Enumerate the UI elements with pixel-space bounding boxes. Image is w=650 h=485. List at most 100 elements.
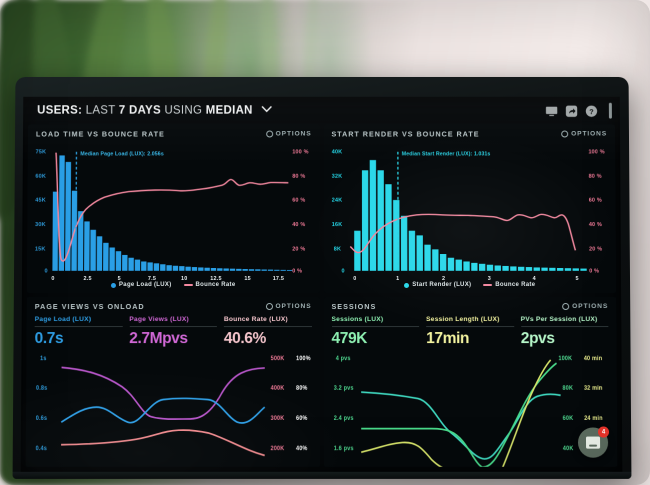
metric-label: Bounce Rate (LUX) — [223, 316, 312, 328]
metric-label: Sessions (LUX) — [331, 316, 420, 328]
ytick-16k: 16K — [331, 222, 342, 228]
ytick-8k: 8K — [333, 246, 340, 252]
metric-page-views[interactable]: Page Views (LUX) 2.7Mpvs — [129, 316, 217, 347]
metric-bounce-rate[interactable]: Bounce Rate (LUX) 40.6% — [224, 316, 312, 347]
legend-item-bounce-rate[interactable]: Bounce Rate — [483, 282, 535, 288]
legend-item-page-load[interactable]: Page Load (LUX) — [110, 282, 171, 288]
ytick-0: 0 — [45, 269, 48, 275]
line-series-bounce-rate — [349, 213, 576, 254]
y2tick-20: 20 % — [589, 246, 602, 252]
ytick-75k: 75K — [36, 150, 47, 156]
metric-value: 479K — [331, 330, 368, 348]
ytick-15k: 15K — [35, 246, 46, 252]
xtick-0: 0 — [353, 276, 356, 282]
chart-legend: Page Load (LUX) Bounce Rate — [27, 282, 320, 293]
metric-label: Page Load (LUX) — [34, 316, 123, 328]
chevron-down-icon[interactable] — [261, 104, 272, 116]
panel-load-time-vs-bounce-rate: LOAD TIME VS BOUNCE RATE OPTIONS 75K 60K… — [26, 124, 320, 294]
line-series-page-views — [61, 367, 265, 419]
legend-line-icon — [183, 284, 193, 286]
metric-sessions[interactable]: Sessions (LUX) 479K — [331, 316, 420, 348]
options-button[interactable]: OPTIONS — [265, 303, 312, 311]
ytick-1s: 1s — [40, 355, 46, 361]
chart-page-views-vs-onload[interactable]: 1s 0.8s 0.6s 0.4s 500K 400K 300K 200K 10… — [26, 347, 320, 467]
y2tick-300k: 300K — [271, 415, 285, 421]
legend-item-start-render[interactable]: Start Render (LUX) — [404, 282, 471, 288]
metric-value: 0.7s — [34, 330, 64, 348]
y3tick-60: 60% — [296, 415, 308, 421]
ytick-60k: 60K — [35, 174, 46, 180]
panel-sessions: SESSIONS OPTIONS Sessions (LUX) 479K Ses… — [323, 297, 618, 467]
options-label: OPTIONS — [275, 130, 312, 138]
xtick-0: 0 — [51, 276, 54, 282]
panel-header: LOAD TIME VS BOUNCE RATE OPTIONS — [28, 125, 320, 143]
scrollbar-thumb[interactable] — [608, 102, 612, 119]
xtick-5: 5 — [118, 276, 121, 282]
y3tick-80: 80% — [296, 385, 308, 391]
ytick-2-4pvs: 2.4 pvs — [333, 415, 353, 421]
ytick-24k: 24K — [331, 198, 342, 204]
ytick-3-2pvs: 3.2 pvs — [333, 385, 353, 391]
metric-strip: Sessions (LUX) 479K Session Length (LUX)… — [324, 315, 617, 347]
panel-header: SESSIONS OPTIONS — [324, 297, 617, 315]
chart-load-time[interactable]: 75K 60K 45K 30K 15K 0 100 % 80 % 60 % 40… — [27, 142, 320, 282]
line-series-pvs-per-session — [361, 363, 557, 467]
metric-value: 17min — [426, 330, 470, 348]
app-header: USERS: LAST 7 DAYS USING MEDIAN ? — [23, 97, 620, 125]
y3tick-24min: 24 min — [584, 415, 603, 421]
options-button[interactable]: OPTIONS — [561, 130, 607, 138]
metric-page-load[interactable]: Page Load (LUX) 0.7s — [35, 316, 123, 347]
metric-strip: Page Load (LUX) 0.7s Page Views (LUX) 2.… — [27, 315, 320, 347]
ytick-0-8s: 0.8s — [36, 385, 47, 391]
panel-title: START RENDER VS BOUNCE RATE — [331, 129, 480, 139]
chart-legend: Start Render (LUX) Bounce Rate — [324, 282, 617, 293]
chart-sessions[interactable]: 4 pvs 3.2 pvs 2.4 pvs 1.6 pvs 100K 80K 6… — [324, 347, 618, 467]
ytick-1-6pvs: 1.6 pvs — [333, 445, 353, 451]
chat-bubble-icon — [585, 436, 601, 449]
y2tick-100k: 100K — [558, 355, 573, 361]
help-icon[interactable]: ? — [585, 104, 598, 117]
title-using: USING — [164, 104, 203, 117]
legend-label: Start Render (LUX) — [412, 281, 472, 289]
bar-series-page-load — [52, 155, 293, 271]
median-annotation: Median Start Render (LUX): 1.031s — [401, 152, 490, 158]
monitor-icon[interactable] — [545, 104, 558, 117]
xtick-10: 10 — [181, 276, 187, 282]
panel-title: LOAD TIME VS BOUNCE RATE — [35, 129, 165, 139]
legend-line-icon — [483, 284, 493, 286]
ytick-32k: 32K — [331, 174, 342, 180]
options-button[interactable]: OPTIONS — [562, 303, 609, 311]
metric-label: Session Length (LUX) — [426, 316, 514, 328]
laptop-frame: USERS: LAST 7 DAYS USING MEDIAN ? — [12, 76, 632, 479]
gear-icon — [562, 303, 570, 311]
legend-item-bounce-rate[interactable]: Bounce Rate — [183, 282, 235, 288]
metric-pvs-per-session[interactable]: PVs Per Session (LUX) 2pvs — [520, 316, 609, 347]
xtick-2: 2 — [441, 276, 444, 282]
panel-header: PAGE VIEWS VS ONLOAD OPTIONS — [27, 297, 320, 315]
header-icon-group: ? — [545, 102, 612, 119]
y2tick-60: 60 % — [588, 198, 601, 204]
options-label: OPTIONS — [572, 303, 609, 311]
options-label: OPTIONS — [275, 303, 312, 311]
metric-value: 2.7Mpvs — [129, 330, 188, 348]
y2tick-80: 80 % — [588, 174, 601, 180]
chat-unread-badge: 4 — [597, 426, 610, 438]
panel-title: SESSIONS — [331, 302, 377, 312]
metric-session-length[interactable]: Session Length (LUX) 17min — [426, 316, 514, 347]
chart-start-render[interactable]: 40K 32K 24K 16K 8K 0 100 % 80 % 60 % 40 … — [323, 142, 616, 282]
y2tick-40k: 40K — [562, 445, 573, 451]
y2tick-60: 60 % — [292, 198, 305, 204]
xtick-4: 4 — [532, 276, 535, 282]
y2tick-100: 100 % — [292, 150, 308, 156]
chat-widget-button[interactable]: 4 — [577, 426, 610, 458]
panel-page-views-vs-onload: PAGE VIEWS VS ONLOAD OPTIONS Page Load (… — [25, 297, 320, 467]
line-series-bounce-rate — [55, 153, 290, 262]
options-button[interactable]: OPTIONS — [265, 130, 312, 138]
xtick-12-5: 12.5 — [210, 276, 221, 282]
ytick-0-4s: 0.4s — [36, 445, 47, 451]
share-icon[interactable] — [565, 104, 578, 117]
ytick-40k: 40K — [331, 150, 342, 156]
xtick-7-5: 7.5 — [148, 276, 156, 282]
line-series-bounce-rate — [61, 430, 265, 455]
y2tick-0: 0 % — [292, 269, 302, 275]
